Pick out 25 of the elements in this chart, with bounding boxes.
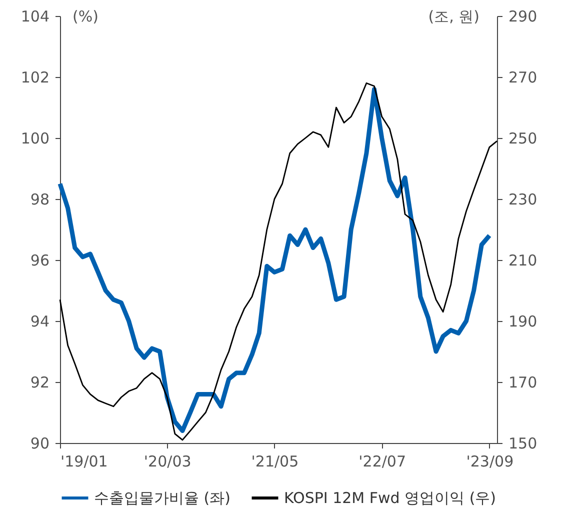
y2-axis-title: (조, 원) [428,8,480,26]
y2-tick-label: 230 [508,190,538,208]
legend-label: 수출입물가비율 (좌) [94,489,230,507]
y-tick-label: 104 [20,8,50,26]
y-axis-title: (%) [72,8,98,26]
y-tick-label: 94 [30,312,50,330]
y-tick-label: 100 [20,130,50,148]
y-tick-label: 92 [30,374,50,392]
y-tick-label: 98 [30,190,50,208]
y2-tick-label: 290 [508,8,538,26]
y2-tick-label: 170 [508,374,538,392]
legend-label: KOSPI 12M Fwd 영업이익 (우) [284,489,496,507]
x-tick-label: '22/07 [358,452,406,470]
y-tick-label: 90 [30,434,50,452]
y2-tick-label: 210 [508,252,538,270]
y-tick-label: 102 [20,68,50,86]
y2-tick-label: 150 [508,434,538,452]
y2-tick-label: 270 [508,68,538,86]
x-tick-label: '23/09 [466,452,514,470]
y2-tick-label: 190 [508,312,538,330]
y-tick-label: 96 [30,252,50,270]
x-tick-label: '19/01 [60,452,108,470]
y2-tick-label: 250 [508,130,538,148]
x-tick-label: '20/03 [144,452,192,470]
x-tick-label: '21/05 [251,452,299,470]
